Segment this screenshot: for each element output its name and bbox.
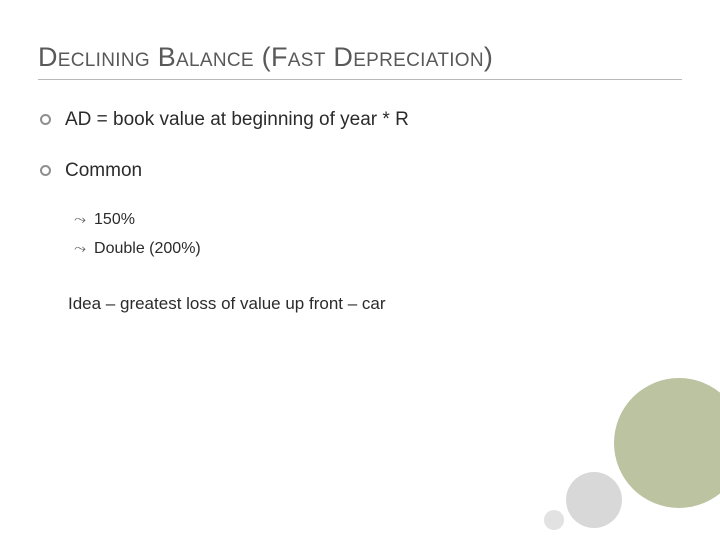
sub-bullet-text: Double (200%)	[94, 238, 201, 260]
sub-bullet-item: ⤳ 150%	[38, 209, 682, 231]
circle-bullet-icon	[40, 165, 51, 176]
bullet-text: AD = book value at beginning of year * R	[65, 108, 409, 133]
bullet-text: Common	[65, 159, 142, 184]
circle-bullet-icon	[40, 114, 51, 125]
idea-line: Idea – greatest loss of value up front –…	[38, 294, 682, 314]
bullet-item: Common	[38, 159, 682, 184]
slide-title: Declining Balance (Fast Depreciation)	[38, 42, 682, 80]
wave-arrow-icon: ⤳	[74, 238, 86, 259]
spacer	[38, 266, 682, 268]
bullet-item: AD = book value at beginning of year * R	[38, 108, 682, 133]
decorative-circle-icon	[566, 472, 622, 528]
wave-arrow-icon: ⤳	[74, 209, 86, 230]
decorative-circle-icon	[614, 378, 720, 508]
slide: Declining Balance (Fast Depreciation) AD…	[0, 0, 720, 540]
sub-bullet-text: 150%	[94, 209, 135, 231]
sub-bullet-item: ⤳ Double (200%)	[38, 238, 682, 260]
decorative-circle-icon	[544, 510, 564, 530]
